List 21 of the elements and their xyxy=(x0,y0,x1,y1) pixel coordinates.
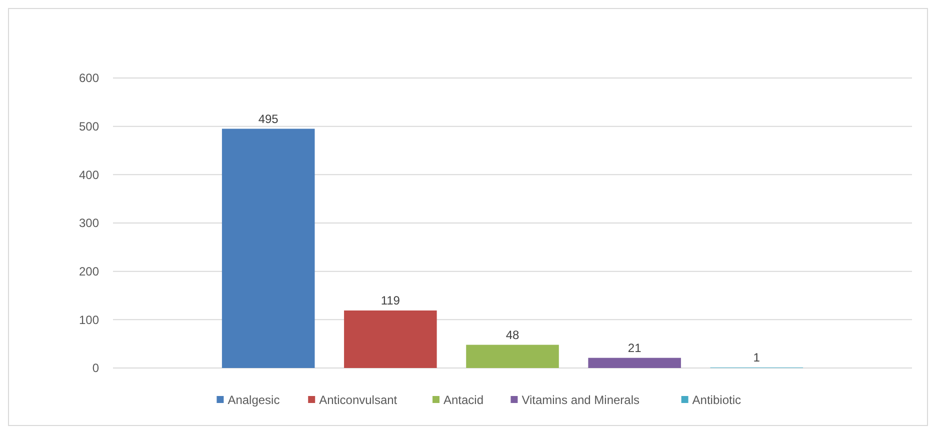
bar xyxy=(466,344,559,368)
data-label: 48 xyxy=(506,328,520,342)
bar xyxy=(344,310,437,368)
y-tick-label: 500 xyxy=(78,120,100,134)
data-label: 21 xyxy=(628,340,642,355)
legend-label: Antibiotic xyxy=(692,393,742,408)
y-tick-label: 200 xyxy=(78,264,100,279)
data-label: 119 xyxy=(380,293,400,308)
data-label: 1 xyxy=(753,350,760,365)
bar xyxy=(222,128,315,368)
bar xyxy=(588,358,681,368)
y-tick-label: 300 xyxy=(78,216,100,230)
legend-label: Antacid xyxy=(444,393,484,408)
y-tick-label: 600 xyxy=(78,71,100,86)
legend-label: Vitamins and Minerals xyxy=(522,393,640,408)
y-tick-label: 0 xyxy=(92,361,100,376)
y-tick-label: 100 xyxy=(78,312,100,327)
data-label: 495 xyxy=(258,112,279,126)
legend-label: Analgesic xyxy=(228,393,280,408)
y-tick-label: 400 xyxy=(78,168,100,182)
legend-label: Anticonvulsant xyxy=(319,393,398,408)
